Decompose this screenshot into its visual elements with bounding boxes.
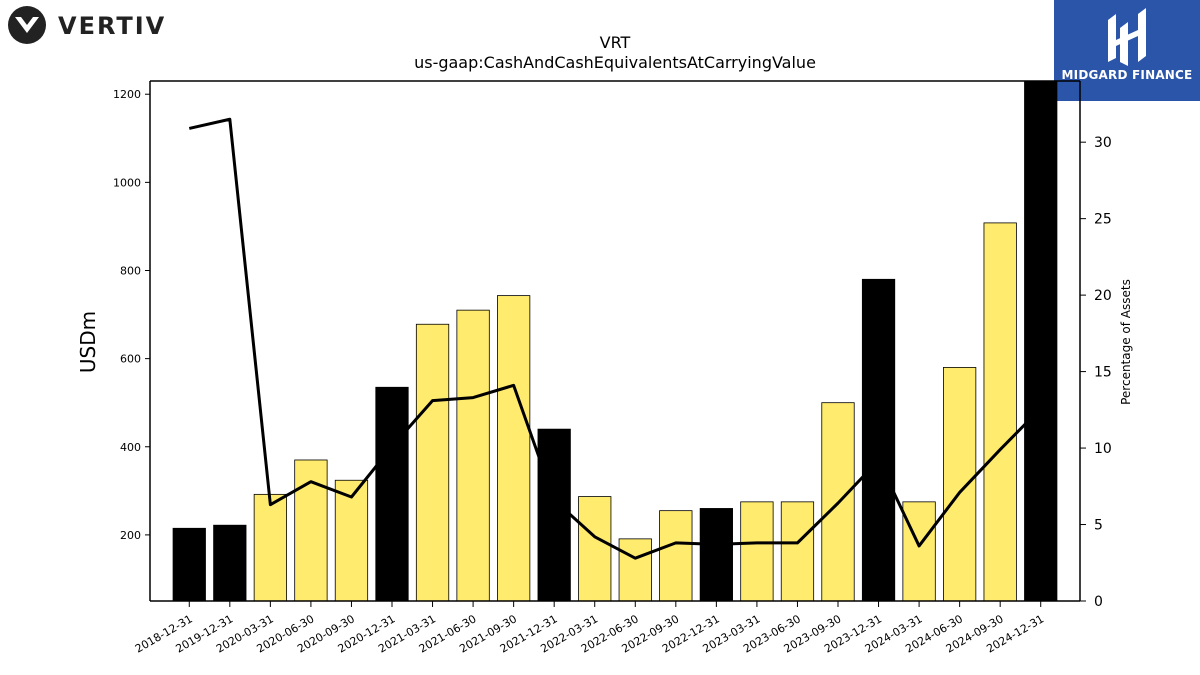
bar [415, 323, 450, 602]
midgard-mark-icon [1108, 8, 1146, 66]
y-tick-label: 200 [120, 529, 141, 542]
bar [578, 496, 612, 602]
bar [943, 367, 977, 602]
bar [780, 501, 815, 602]
y2-tick-label: 15 [1094, 365, 1112, 381]
bar [659, 510, 693, 602]
bar [740, 501, 774, 602]
y2-tick-label: 20 [1094, 288, 1112, 304]
bar [375, 386, 409, 602]
chart-title: VRT [600, 33, 631, 52]
y-tick-label: 400 [120, 441, 141, 454]
bar [699, 508, 733, 602]
y-tick-label: 600 [120, 353, 141, 366]
y-tick-label: 1200 [113, 88, 141, 101]
bar [456, 309, 490, 602]
line-layer [188, 117, 1042, 560]
vertiv-logo-text: VERTIV [58, 12, 166, 40]
y2-axis-label: Percentage of Assets [1119, 279, 1133, 405]
bar [213, 524, 247, 602]
y2-tick-label: 5 [1094, 518, 1103, 534]
y-axis-label: USDm [76, 311, 100, 373]
bar [253, 493, 287, 602]
y2-tick-label: 30 [1094, 135, 1112, 151]
bar [497, 295, 531, 602]
chart-subtitle: us-gaap:CashAndCashEquivalentsAtCarrying… [414, 53, 816, 72]
series-line [188, 117, 1042, 560]
midgard-finance-logo: MIDGARD FINANCE [1054, 0, 1200, 101]
bar [618, 538, 652, 602]
y-tick-label: 1000 [113, 176, 141, 189]
bar [861, 278, 896, 602]
bar [172, 527, 206, 602]
bars-layer [172, 81, 1058, 602]
y2-tick-label: 0 [1094, 594, 1103, 610]
vertiv-logo: VERTIV [8, 6, 166, 44]
bar [902, 501, 936, 602]
y2-tick-label: 10 [1094, 441, 1112, 457]
bar [1024, 81, 1058, 602]
y-tick-label: 800 [120, 264, 141, 277]
bar [334, 479, 369, 602]
y2-tick-label: 25 [1094, 212, 1112, 228]
bar [537, 428, 571, 602]
bar [294, 459, 328, 602]
midgard-finance-logo-text: MIDGARD FINANCE [1061, 68, 1193, 82]
bar [983, 222, 1017, 602]
